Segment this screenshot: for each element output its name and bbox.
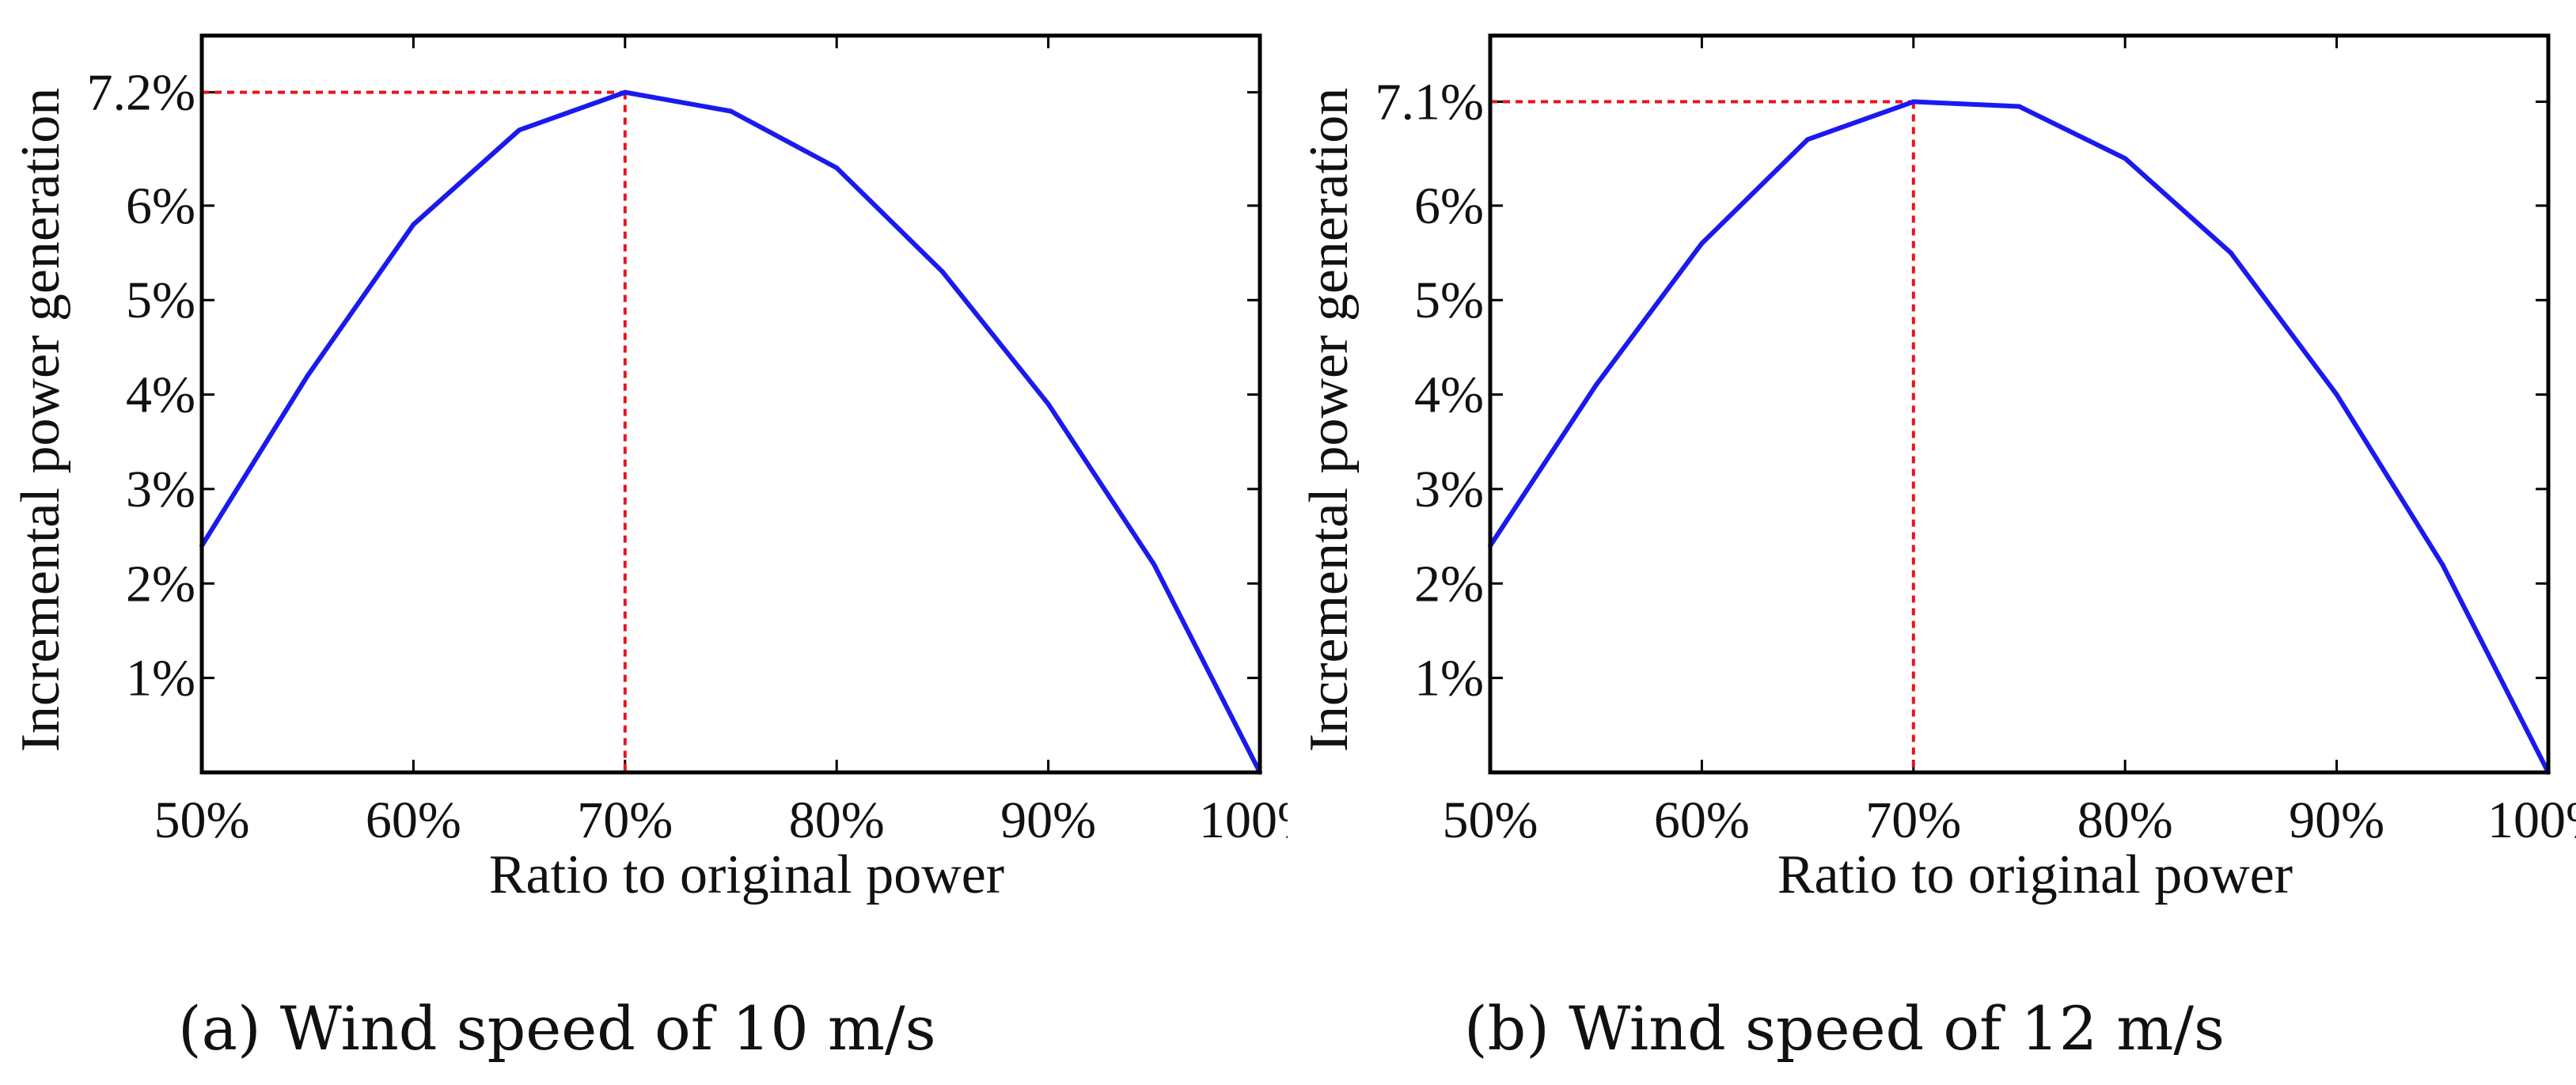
x-tick-label: 50% xyxy=(1443,791,1538,849)
x-tick-label: 70% xyxy=(1865,791,1961,849)
data-point xyxy=(2123,156,2128,161)
data-point xyxy=(1805,137,1811,142)
y-tick-label: 6% xyxy=(1414,177,1484,235)
chart-panel-b: 50% 60% 70% 80% 90% 100% 1% 2% 3% 4% 5% 6% 7.1% Ratio… xyxy=(1288,0,2576,1085)
data-point xyxy=(1910,99,1916,104)
x-tick-label: 90% xyxy=(1000,791,1096,849)
data-point xyxy=(2334,392,2339,397)
y-tick-label: 1% xyxy=(1414,650,1484,708)
y-axis-label: Incremental power generation xyxy=(1299,88,1360,753)
x-tick-label: 70% xyxy=(577,791,673,849)
x-tick-label: 80% xyxy=(789,791,885,849)
caption-b: (b) Wind speed of 12 m/s xyxy=(1464,993,2225,1064)
y-tick-label: 2% xyxy=(126,555,195,613)
y-tick-label: 5% xyxy=(1414,271,1484,329)
data-point xyxy=(939,269,945,275)
y-tick-label: 3% xyxy=(1414,461,1484,518)
chart-panel-a: 50% 60% 70% 80% 90% 100% 1% 2% 3% 4% 5% 6% 7.2% Ratio… xyxy=(10,33,1288,1064)
y-tick-label: 5% xyxy=(126,271,195,329)
y-tick-label: 4% xyxy=(1414,366,1484,424)
y-tick-label: 4% xyxy=(126,366,195,424)
x-axis-label: Ratio to original power xyxy=(1777,844,2293,905)
chart-svg-a: 50% 60% 70% 80% 90% 100% 1% 2% 3% 4% 5% 6% 7.2% Ratio… xyxy=(10,33,1288,905)
x-tick-label: 90% xyxy=(2289,791,2384,849)
y-tick-label: 6% xyxy=(126,177,195,235)
x-tick-label: 50% xyxy=(154,791,250,849)
data-point xyxy=(728,108,734,114)
y-tick-label: 7.1% xyxy=(1375,74,1484,131)
plot-frame xyxy=(1488,33,2551,775)
y-axis-label: Incremental power generation xyxy=(10,88,71,753)
data-point xyxy=(2016,104,2022,109)
series-line xyxy=(1488,99,2551,774)
y-tick-label: 3% xyxy=(126,461,195,518)
plot-frame xyxy=(199,33,1262,775)
data-point xyxy=(1593,382,1599,388)
y-tick-label: 2% xyxy=(1414,555,1484,613)
data-point xyxy=(2440,562,2445,567)
data-point xyxy=(305,373,310,378)
y-tick-label: 7.2% xyxy=(87,64,195,122)
data-point xyxy=(517,127,522,133)
y-tick-label: 1% xyxy=(126,650,195,708)
x-tick-label: 80% xyxy=(2077,791,2173,849)
x-tick-label: 100% xyxy=(2487,791,2576,849)
caption-a: (a) Wind speed of 10 m/s xyxy=(178,993,936,1064)
chart-svg-b: 50% 60% 70% 80% 90% 100% 1% 2% 3% 4% 5% 6% 7.1% Ratio… xyxy=(1299,33,2576,905)
x-tick-label: 60% xyxy=(366,791,461,849)
data-point xyxy=(411,222,416,227)
x-axis-label: Ratio to original power xyxy=(489,844,1004,905)
data-point xyxy=(622,89,628,95)
data-point xyxy=(1151,562,1157,567)
data-point xyxy=(1699,241,1705,246)
data-point xyxy=(834,165,840,171)
series-line xyxy=(199,89,1262,774)
data-point xyxy=(1045,401,1051,407)
data-point xyxy=(2228,250,2233,256)
x-tick-label: 100% xyxy=(1199,791,1288,849)
x-tick-label: 60% xyxy=(1654,791,1750,849)
